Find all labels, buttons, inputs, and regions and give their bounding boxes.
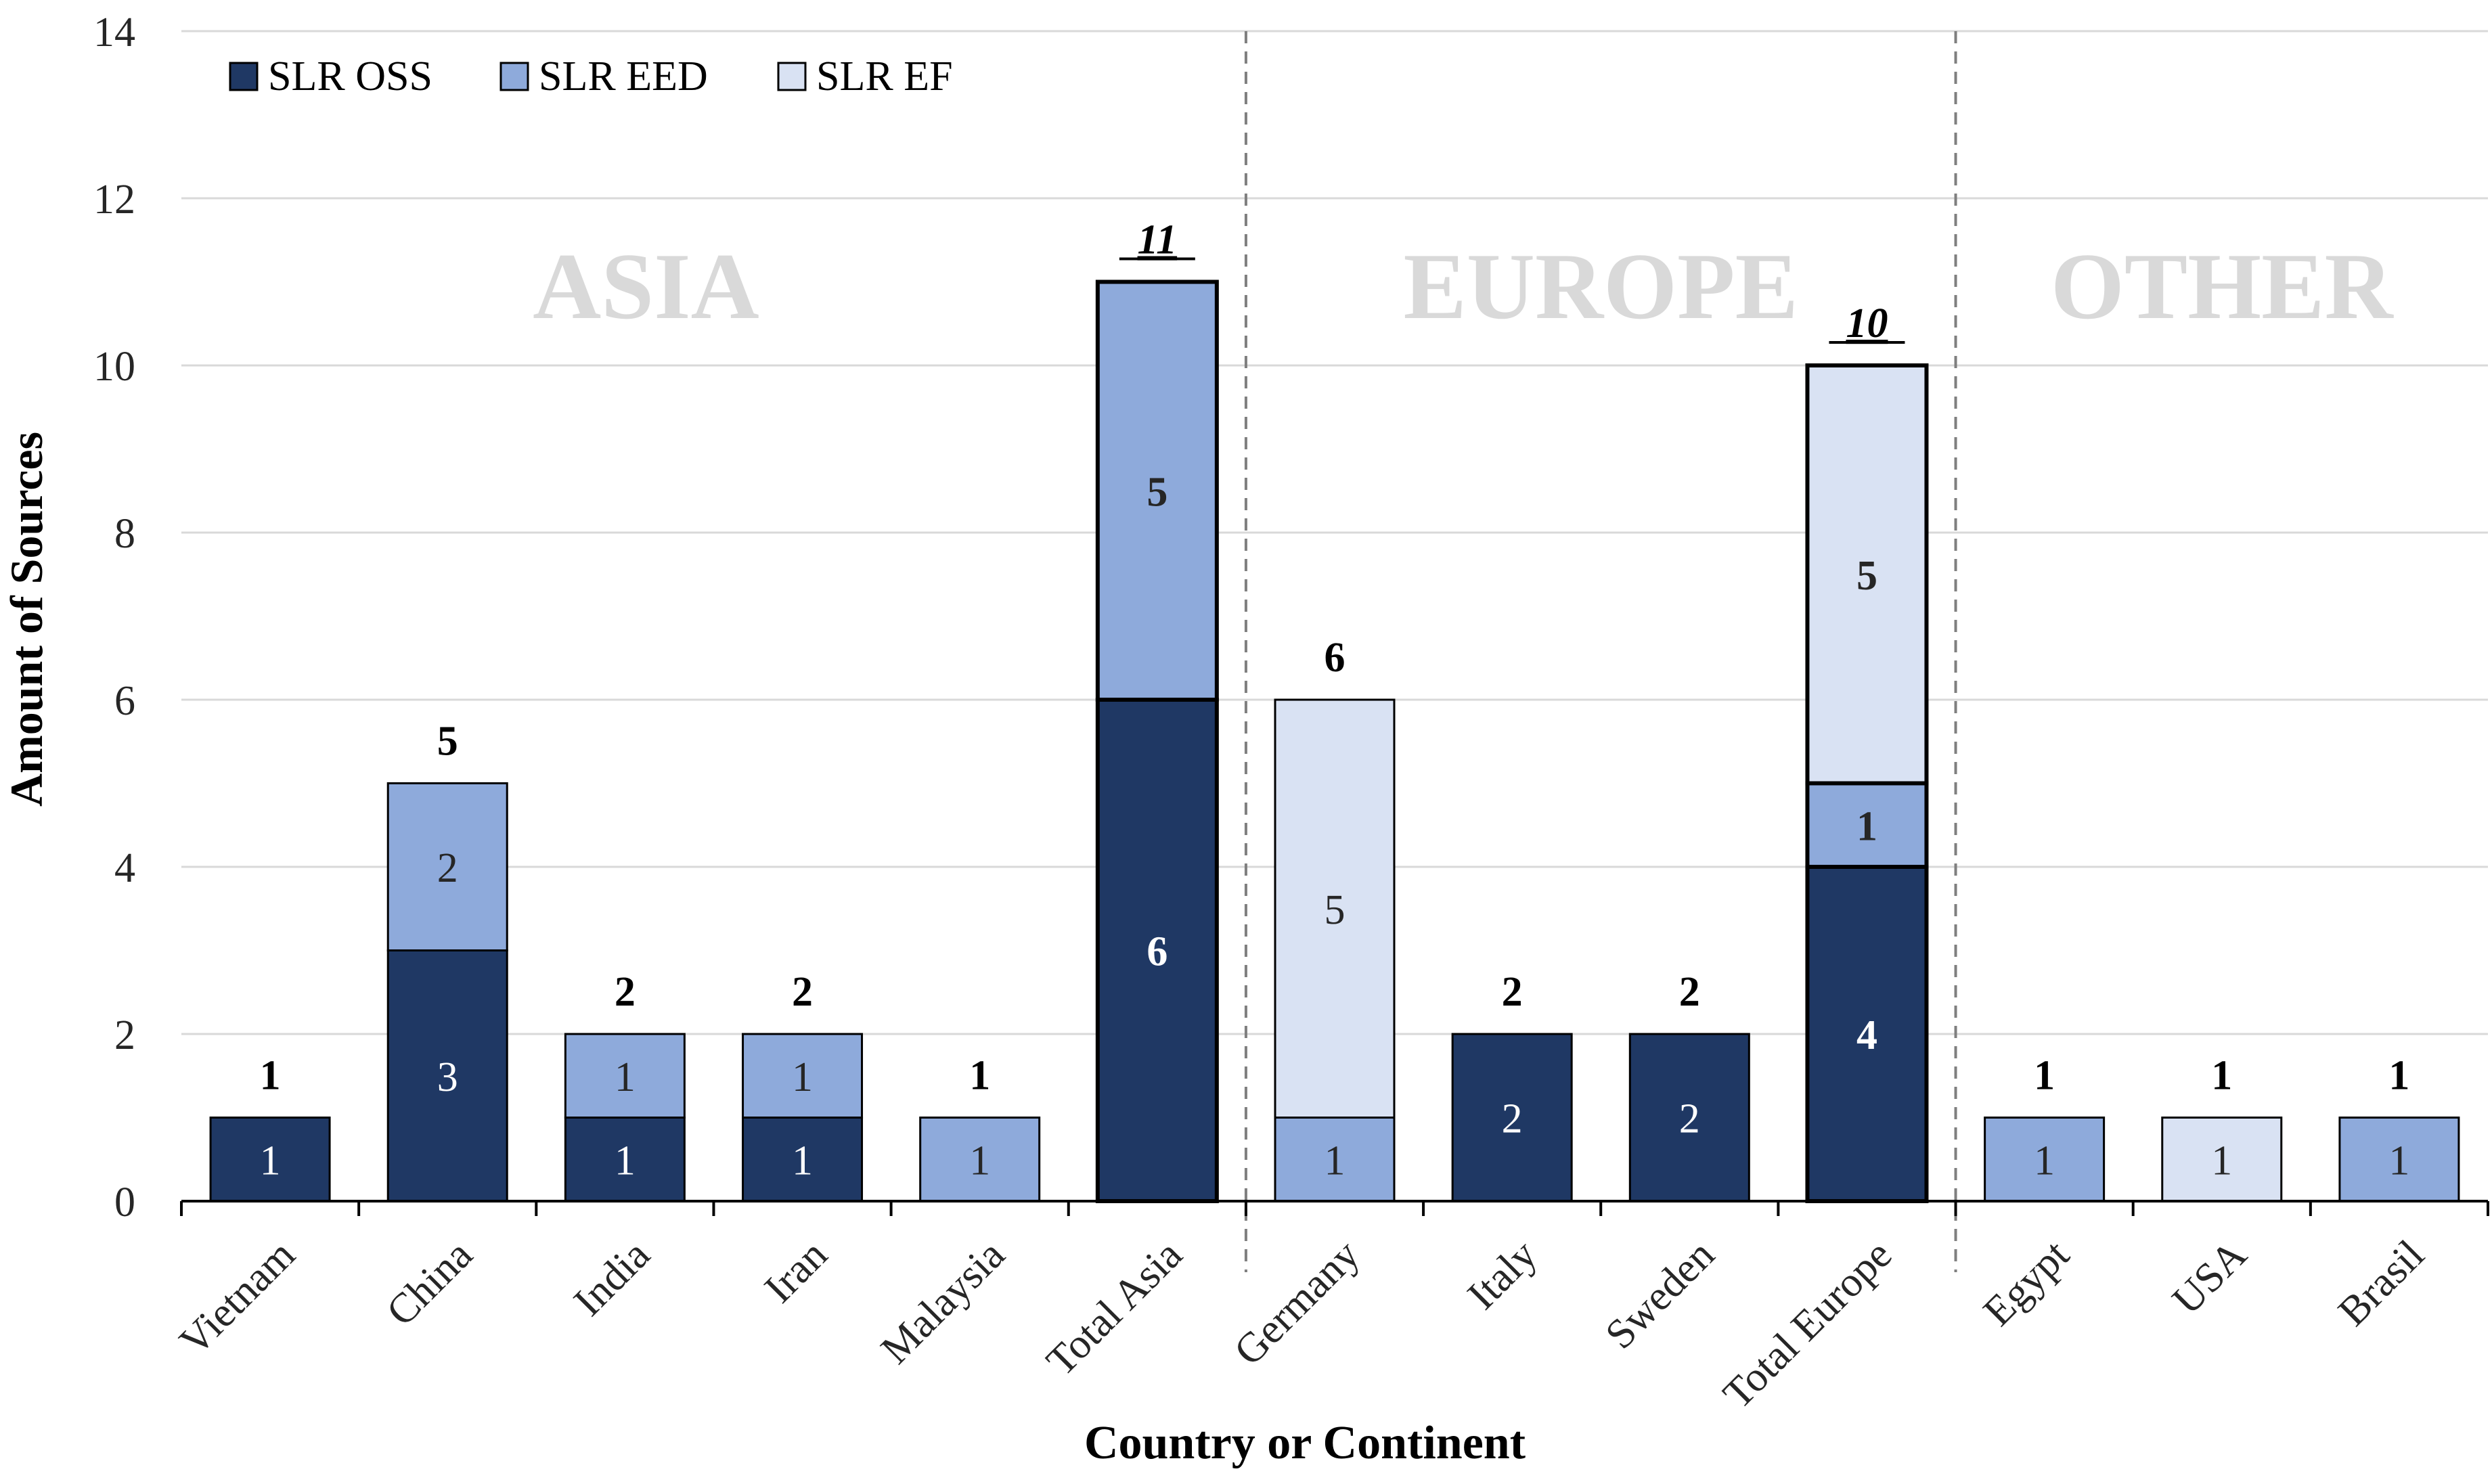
bar-segment-iran-slr-oss — [742, 1117, 864, 1202]
bar-segment-china-slr-eed — [386, 782, 508, 951]
y-tick-label: 2 — [114, 1012, 135, 1058]
y-tick-label: 0 — [114, 1179, 135, 1226]
total-label: 2 — [1502, 969, 1523, 1015]
total-label: 2 — [615, 969, 636, 1015]
total-label: 1 — [2211, 1053, 2232, 1099]
segment-label: 1 — [615, 1054, 636, 1100]
y-tick-label: 8 — [114, 511, 135, 557]
y-tick-label: 10 — [93, 344, 135, 390]
segment-label: 2 — [1502, 1096, 1523, 1142]
x-tick-label-brasil: Brasil — [2330, 1232, 2433, 1335]
x-tick-label-iran: Iran — [756, 1232, 837, 1312]
x-tick-label-italy: Italy — [1459, 1232, 1546, 1318]
x-tick-label-egypt: Egypt — [1975, 1232, 2078, 1335]
y-tick-label: 6 — [114, 678, 135, 724]
segment-label: 4 — [1856, 1012, 1877, 1058]
region-labels: ASIA EUROPE OTHER — [533, 234, 2394, 339]
segment-label: 1 — [969, 1138, 990, 1184]
segment-label: 1 — [260, 1138, 281, 1184]
x-tick-label-malaysia: Malaysia — [872, 1232, 1014, 1373]
legend-swatch-slr-eed — [499, 62, 529, 91]
total-label: 1 — [2388, 1053, 2409, 1099]
segment-label: 5 — [1856, 553, 1877, 599]
x-tick-label-total-asia: Total Asia — [1038, 1232, 1191, 1385]
segment-label: 1 — [2034, 1138, 2055, 1184]
bar-segment-total-asia-slr-eed — [1095, 279, 1219, 702]
segment-label: 1 — [615, 1138, 636, 1184]
segment-label: 2 — [437, 845, 458, 891]
y-axis-title: Amount of Sources — [1, 432, 52, 807]
total-label: 10 — [1846, 300, 1888, 346]
bar-segment-total-asia-slr-oss — [1095, 698, 1219, 1203]
y-tick-label: 12 — [93, 177, 135, 223]
segment-label: 1 — [792, 1138, 813, 1184]
x-axis-title: Country or Continent — [1084, 1417, 1526, 1469]
region-label-other: OTHER — [2051, 234, 2395, 339]
segment-label: 1 — [2388, 1138, 2409, 1184]
bar-segment-germany-slr-ef — [1274, 698, 1396, 1119]
bar-segment-sweden-slr-oss — [1628, 1033, 1750, 1202]
x-tick-label-total-europe: Total Europe — [1714, 1232, 1900, 1418]
segment-label: 5 — [1147, 469, 1167, 515]
x-tick-label-india: India — [565, 1232, 659, 1325]
segment-label: 1 — [2211, 1138, 2232, 1184]
legend-label-slr-oss: SLR OSS — [268, 53, 432, 99]
segment-label: 1 — [792, 1054, 813, 1100]
total-label: 6 — [1325, 635, 1345, 681]
legend[interactable]: SLR OSS SLR EED SLR EF — [229, 53, 953, 99]
segment-label: 5 — [1325, 887, 1345, 933]
x-tick-label-china: China — [378, 1232, 481, 1335]
total-label: 2 — [792, 969, 813, 1015]
segment-label: 3 — [437, 1054, 458, 1100]
bar-segment-iran-slr-eed — [742, 1033, 864, 1119]
bar-segment-usa-slr-ef — [2161, 1117, 2283, 1202]
region-dividers — [1244, 31, 1957, 1272]
segment-label: 1 — [1325, 1138, 1345, 1184]
bar-segment-total-europe-slr-oss — [1805, 865, 1929, 1203]
x-tick-label-usa: USA — [2164, 1232, 2256, 1324]
x-tick-label-sweden: Sweden — [1597, 1232, 1723, 1358]
region-label-europe: EUROPE — [1404, 234, 1798, 339]
total-label: 1 — [2034, 1053, 2055, 1099]
segment-label: 2 — [1679, 1096, 1700, 1142]
total-label: 11 — [1138, 217, 1178, 263]
legend-swatch-slr-ef — [777, 62, 807, 91]
segment-label: 1 — [1856, 803, 1877, 849]
region-label-asia: ASIA — [533, 234, 759, 339]
y-tick-label: 14 — [93, 9, 135, 55]
bar-segment-malaysia-slr-eed — [919, 1117, 1041, 1202]
total-label: 5 — [437, 719, 458, 765]
total-label: 1 — [260, 1053, 281, 1099]
legend-label-slr-ef: SLR EF — [816, 53, 953, 99]
x-tick-label-vietnam: Vietnam — [171, 1232, 304, 1364]
total-label: 1 — [969, 1053, 990, 1099]
segment-label: 6 — [1147, 929, 1167, 975]
bar-segment-india-slr-oss — [564, 1117, 686, 1202]
y-tick-label: 4 — [114, 845, 135, 891]
legend-swatch-slr-oss — [229, 62, 259, 91]
bar-segment-total-europe-slr-eed — [1805, 781, 1929, 869]
bar-segment-india-slr-eed — [564, 1033, 686, 1119]
bar-segment-total-europe-slr-ef — [1805, 363, 1929, 786]
legend-label-slr-eed: SLR EED — [539, 53, 708, 99]
total-label: 2 — [1679, 969, 1700, 1015]
